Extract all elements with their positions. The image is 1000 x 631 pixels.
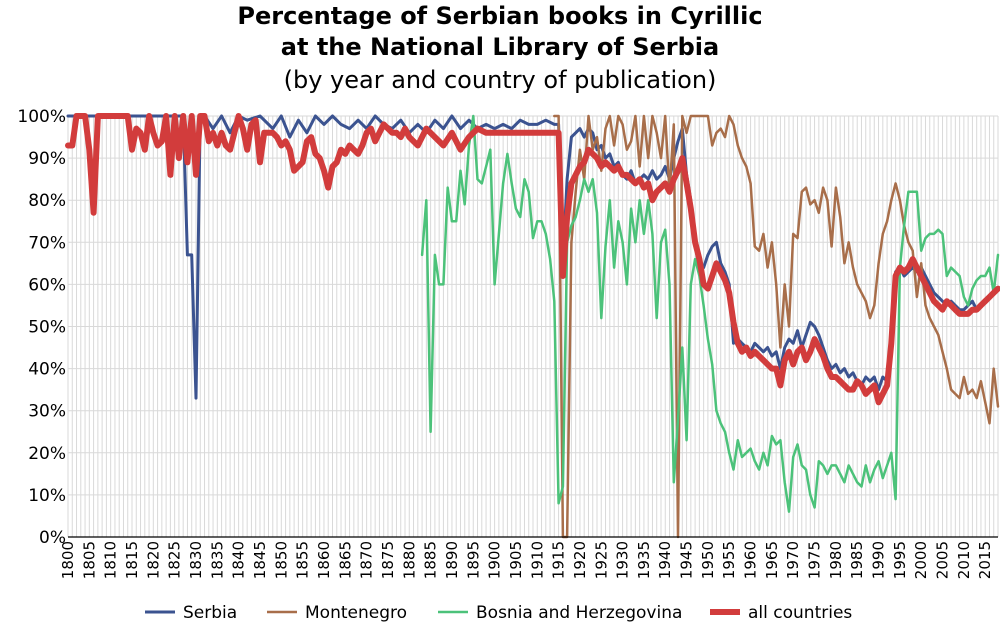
x-tick-label: 1990 [870, 541, 888, 579]
y-tick-label: 0% [39, 528, 66, 548]
legend-label-montenegro: Montenegro [305, 603, 407, 623]
x-tick-label: 1940 [656, 541, 674, 579]
x-tick-label: 1980 [827, 541, 845, 579]
x-tick-label: 1865 [336, 541, 354, 579]
x-tick-label: 1825 [166, 541, 184, 579]
x-tick-label: 1970 [784, 541, 802, 579]
legend: Serbia Montenegro Bosnia and Herzegovina al… [145, 603, 852, 623]
x-tick-label: 1850 [272, 541, 290, 579]
x-tick-label: 1870 [358, 541, 376, 579]
chart-title-line2: at the National Library of Serbia [281, 33, 719, 61]
chart-title-line1: Percentage of Serbian books in Cyrillic [237, 2, 762, 30]
legend-label-all-countries: all countries [748, 603, 852, 623]
x-tick-label: 1845 [251, 541, 269, 579]
y-tick-label: 40% [28, 360, 66, 380]
x-tick-label: 1890 [443, 541, 461, 579]
x-tick-label: 1820 [144, 541, 162, 579]
x-tick-label: 1900 [486, 541, 504, 579]
x-axis-ticks: 1800 1805 1810 1815 1820 1825 1830 1835 1840 1845… [59, 541, 994, 579]
x-tick-label: 1975 [806, 541, 824, 579]
y-tick-label: 10% [28, 486, 66, 506]
x-tick-label: 1930 [614, 541, 632, 579]
x-tick-label: 1800 [59, 541, 77, 579]
x-tick-label: 1835 [208, 541, 226, 579]
x-tick-label: 1955 [720, 541, 738, 579]
x-tick-label: 1910 [528, 541, 546, 579]
series-line-all-countries [65, 113, 1000, 406]
x-tick-label: 1995 [891, 541, 909, 579]
y-tick-label: 80% [28, 191, 66, 211]
x-tick-label: 1805 [80, 541, 98, 579]
x-tick-label: 1855 [294, 541, 312, 579]
x-tick-label: 1860 [315, 541, 333, 579]
x-tick-label: 1840 [230, 541, 248, 579]
y-tick-label: 30% [28, 402, 66, 422]
x-tick-label: 1885 [422, 541, 440, 579]
y-tick-label: 70% [28, 233, 66, 253]
series-line-bosnia-and-herzegovina [420, 114, 1000, 513]
x-tick-label: 1875 [379, 541, 397, 579]
x-tick-label: 2005 [934, 541, 952, 579]
x-tick-label: 1895 [464, 541, 482, 579]
chart-subtitle: (by year and country of publication) [284, 66, 717, 94]
x-tick-label: 1905 [507, 541, 525, 579]
y-tick-label: 20% [28, 444, 66, 464]
x-tick-label: 2010 [955, 541, 973, 579]
x-tick-label: 1935 [635, 541, 653, 579]
x-tick-label: 1915 [550, 541, 568, 579]
x-tick-label: 1830 [187, 541, 205, 579]
legend-label-bosnia-and-herzegovina: Bosnia and Herzegovina [476, 603, 682, 623]
y-tick-label: 90% [28, 149, 66, 169]
gridlines [67, 115, 999, 538]
x-tick-label: 1920 [571, 541, 589, 579]
x-tick-label: 1965 [763, 541, 781, 579]
series-lines [65, 113, 1000, 539]
x-tick-label: 1950 [699, 541, 717, 579]
x-tick-label: 1985 [848, 541, 866, 579]
x-tick-label: 2000 [912, 541, 930, 579]
x-tick-label: 2015 [976, 541, 994, 579]
y-tick-label: 60% [28, 275, 66, 295]
x-tick-label: 1815 [123, 541, 141, 579]
series-line-serbia [66, 114, 1000, 400]
x-tick-label: 1880 [400, 541, 418, 579]
legend-label-serbia: Serbia [183, 603, 237, 623]
x-tick-label: 1945 [678, 541, 696, 579]
x-tick-label: 1810 [102, 541, 120, 579]
y-tick-label: 50% [28, 318, 66, 338]
series-line-montenegro [553, 114, 1000, 539]
x-tick-label: 1925 [592, 541, 610, 579]
y-axis-ticks: 0% 10% 20% 30% 40% 50% 60% 70% 80% 90% 100% [17, 107, 66, 548]
y-tick-label: 100% [17, 107, 66, 127]
x-tick-label: 1960 [742, 541, 760, 579]
